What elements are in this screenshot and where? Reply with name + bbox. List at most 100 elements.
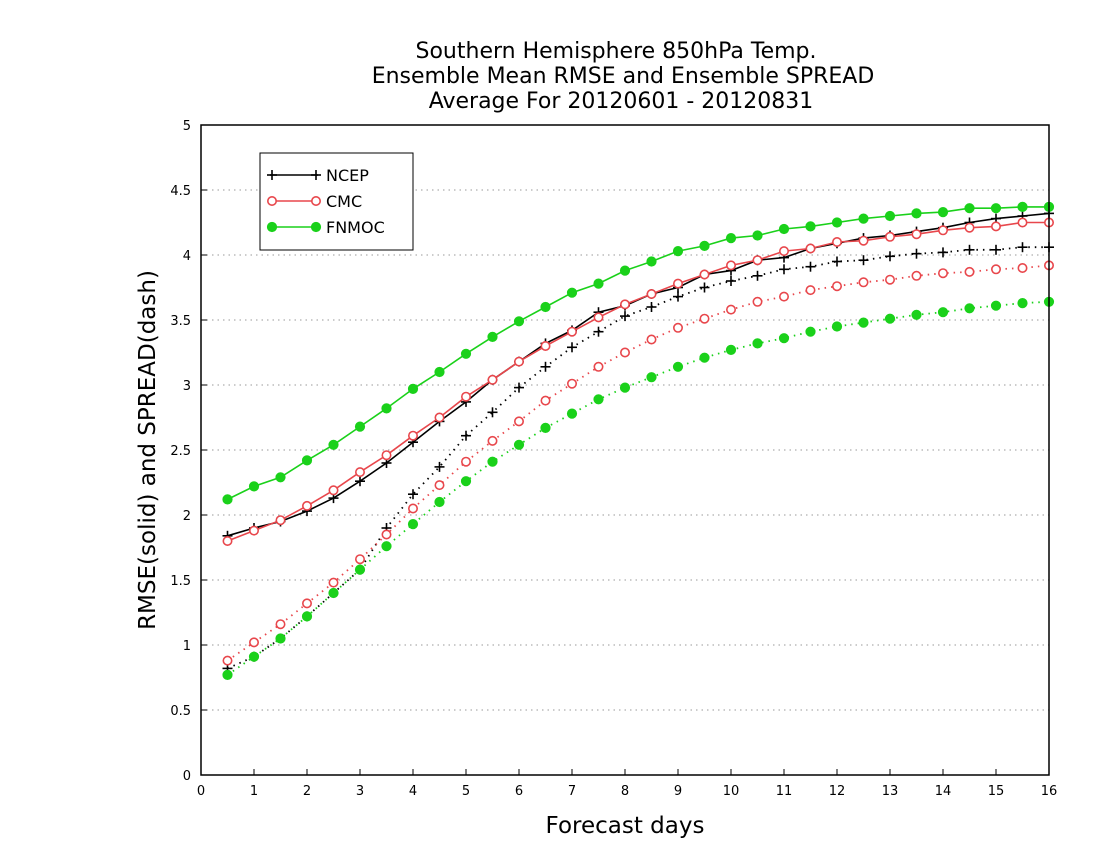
ncep-spread-point-19 bbox=[726, 276, 736, 286]
cmc-spread-point-23 bbox=[831, 281, 842, 292]
fnmoc-rmse-point-22 bbox=[805, 221, 816, 232]
cmc-rmse-point-27 bbox=[937, 225, 948, 236]
cmc-spread-point-22 bbox=[805, 285, 816, 296]
fnmoc-spread-point-28 bbox=[964, 303, 975, 314]
cmc-rmse-point-22 bbox=[805, 243, 816, 254]
fnmoc-rmse-point-5 bbox=[354, 421, 366, 432]
cmc-rmse-point-20 bbox=[752, 255, 763, 266]
ncep-spread-point-7 bbox=[408, 489, 418, 500]
cmc-spread-point-10 bbox=[487, 435, 498, 446]
fnmoc-rmse-point-16 bbox=[646, 256, 657, 267]
cmc-rmse-point-25 bbox=[884, 231, 895, 242]
cmc-spread-point-8 bbox=[434, 480, 445, 491]
cmc-rmse-point-16 bbox=[646, 288, 657, 299]
x-tick-label-3: 3 bbox=[356, 784, 364, 799]
ncep-spread-point-10 bbox=[487, 407, 498, 418]
cmc-spread-point-14 bbox=[593, 361, 604, 372]
cmc-spread-point-26 bbox=[911, 270, 922, 281]
fnmoc-spread-point-27 bbox=[937, 307, 949, 318]
ncep-spread-point-21 bbox=[779, 264, 789, 275]
fnmoc-spread-point-6 bbox=[381, 541, 392, 552]
ncep-spread-point-29 bbox=[991, 244, 1001, 255]
fnmoc-rmse-point-27 bbox=[937, 207, 949, 218]
fnmoc-spread-point-17 bbox=[672, 361, 684, 372]
fnmoc-spread-point-24 bbox=[858, 317, 869, 328]
ncep-spread-point-8 bbox=[434, 461, 445, 472]
cmc-rmse-point-10 bbox=[487, 374, 498, 385]
x-tick-label-6: 6 bbox=[515, 784, 523, 799]
cmc-rmse-point-21 bbox=[778, 246, 789, 257]
ncep-spread-point-26 bbox=[911, 248, 922, 259]
fnmoc-rmse-point-2 bbox=[275, 472, 286, 483]
ncep-spread-point-13 bbox=[567, 342, 577, 353]
ncep-spread-point-20 bbox=[752, 270, 763, 281]
cmc-spread-point-3 bbox=[301, 598, 312, 609]
y-tick-label-7: 3.5 bbox=[170, 314, 191, 329]
cmc-rmse-point-23 bbox=[831, 237, 842, 248]
fnmoc-rmse-point-23 bbox=[831, 217, 843, 228]
cmc-rmse-point-18 bbox=[699, 269, 710, 280]
fnmoc-spread-point-15 bbox=[619, 382, 631, 393]
cmc-spread-point-12 bbox=[540, 395, 551, 406]
cmc-spread-point-16 bbox=[646, 334, 657, 345]
cmc-spread-point-27 bbox=[937, 268, 948, 279]
cmc-spread-point-4 bbox=[328, 577, 339, 588]
legend-marker-start-ncep bbox=[267, 170, 277, 180]
fnmoc-rmse-point-0 bbox=[222, 494, 233, 505]
legend-marker-end-cmc bbox=[310, 196, 321, 207]
cmc-spread-point-21 bbox=[778, 291, 789, 302]
cmc-rmse-point-29 bbox=[990, 221, 1001, 232]
x-tick-label-10: 10 bbox=[723, 784, 740, 799]
x-tick-label-14: 14 bbox=[935, 784, 952, 799]
x-tick-label-11: 11 bbox=[776, 784, 793, 799]
plot-series bbox=[222, 201, 1055, 681]
y-tick-label-2: 1 bbox=[183, 639, 191, 654]
legend: NCEP CMC FNMOC bbox=[259, 152, 414, 251]
cmc-rmse-point-6 bbox=[381, 450, 392, 461]
fnmoc-spread-point-16 bbox=[646, 372, 657, 383]
x-tick-label-0: 0 bbox=[197, 784, 205, 799]
fnmoc-rmse-point-4 bbox=[328, 439, 339, 450]
ncep-spread-point-24 bbox=[858, 255, 869, 266]
fnmoc-rmse-point-17 bbox=[672, 246, 684, 257]
fnmoc-rmse-point-24 bbox=[858, 213, 869, 224]
fnmoc-spread-point-7 bbox=[407, 519, 419, 530]
legend-label-cmc: CMC bbox=[326, 192, 362, 211]
x-tick-label-4: 4 bbox=[409, 784, 417, 799]
cmc-spread-point-6 bbox=[381, 529, 392, 540]
cmc-rmse-point-0 bbox=[222, 535, 233, 546]
x-tick-label-12: 12 bbox=[829, 784, 846, 799]
fnmoc-spread-point-21 bbox=[778, 333, 790, 344]
y-tick-label-4: 2 bbox=[183, 509, 191, 524]
cmc-rmse-point-11 bbox=[513, 356, 524, 367]
legend-marker-start-cmc bbox=[266, 196, 277, 207]
y-tick-label-10: 5 bbox=[183, 119, 191, 134]
ncep-spread-point-27 bbox=[938, 247, 948, 258]
fnmoc-spread-point-0 bbox=[222, 669, 233, 681]
fnmoc-rmse-point-30 bbox=[1017, 201, 1028, 212]
legend-label-fnmoc: FNMOC bbox=[326, 218, 385, 237]
cmc-rmse-point-26 bbox=[911, 229, 922, 240]
fnmoc-rmse-point-13 bbox=[566, 287, 578, 298]
y-tick-label-1: 0.5 bbox=[170, 704, 191, 719]
x-tick-label-13: 13 bbox=[882, 784, 899, 799]
y-tick-label-0: 0 bbox=[183, 769, 191, 784]
fnmoc-rmse-point-21 bbox=[778, 223, 790, 235]
x-axis-ticks: 0 1 2 3 4 5 6 7 8 9 10 11 12 13 14 15 16 bbox=[197, 769, 1057, 799]
ncep-spread-point-15 bbox=[620, 311, 630, 322]
cmc-rmse-point-14 bbox=[593, 312, 604, 323]
cmc-spread-point-7 bbox=[407, 503, 418, 514]
ncep-spread-point-14 bbox=[593, 326, 604, 337]
ncep-spread-point-18 bbox=[699, 282, 710, 293]
cmc-spread-markers bbox=[222, 260, 1055, 666]
ncep-spread-point-22 bbox=[805, 261, 816, 272]
fnmoc-spread-point-1 bbox=[248, 651, 260, 662]
cmc-spread-point-25 bbox=[884, 274, 895, 285]
y-tick-label-9: 4.5 bbox=[170, 184, 191, 199]
fnmoc-rmse-point-18 bbox=[699, 240, 710, 251]
cmc-spread-point-17 bbox=[672, 322, 683, 333]
y-axis-ticks: 0 0.5 1 1.5 2 2.5 3 3.5 4 4.5 5 bbox=[170, 119, 207, 784]
ncep-spread-point-16 bbox=[646, 302, 657, 312]
fnmoc-rmse-point-9 bbox=[460, 348, 472, 359]
